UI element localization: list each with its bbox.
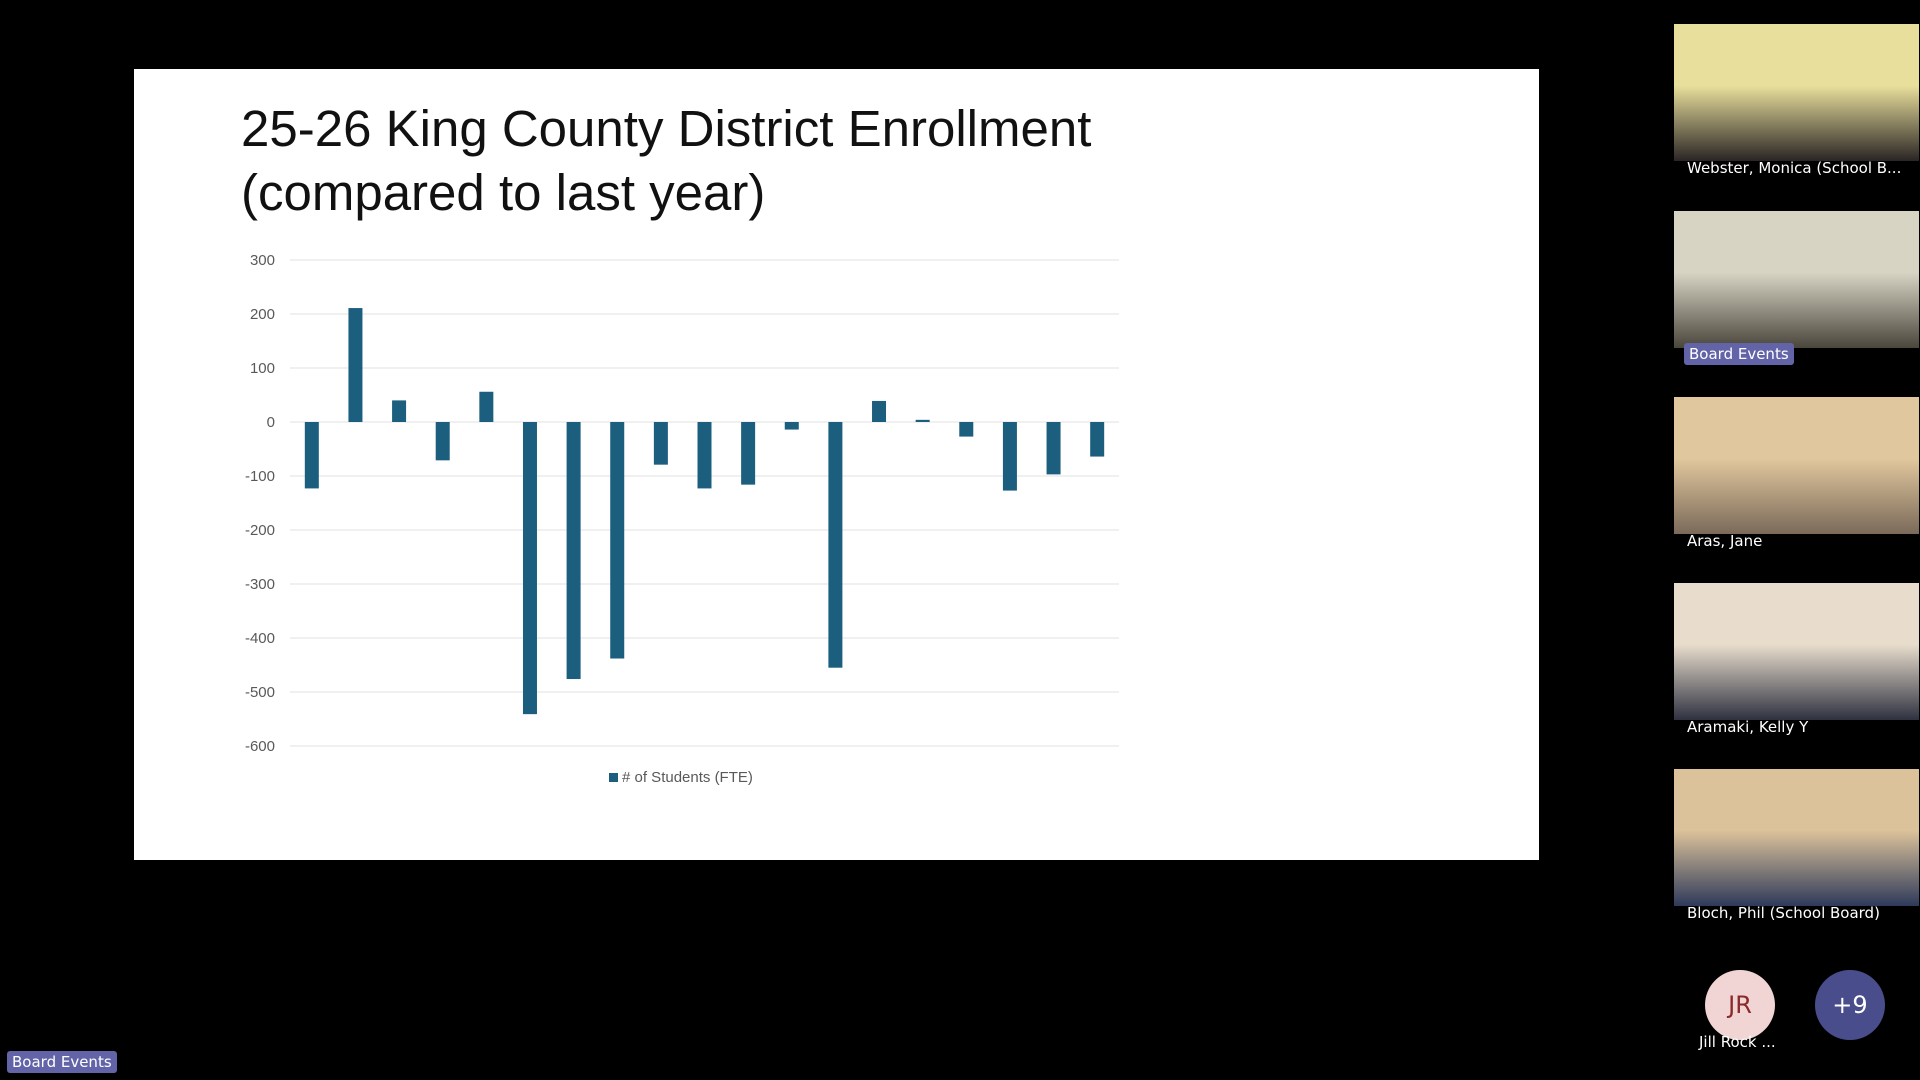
legend-label: # of Students (FTE) bbox=[622, 769, 753, 786]
y-tick-label: -400 bbox=[245, 630, 275, 647]
y-tick-label: -200 bbox=[245, 522, 275, 539]
bar bbox=[479, 391, 494, 422]
participant-video[interactable] bbox=[1674, 397, 1919, 534]
y-tick-label: 300 bbox=[250, 252, 275, 269]
bar bbox=[1090, 422, 1105, 457]
bar bbox=[784, 422, 799, 430]
y-tick-label: -300 bbox=[245, 576, 275, 593]
y-tick-label: 0 bbox=[267, 414, 275, 431]
bar bbox=[741, 422, 756, 485]
participant-name: Jill Rock ... bbox=[1699, 1033, 1776, 1051]
bar bbox=[1002, 422, 1017, 491]
slide-title: 25-26 King County District Enrollment (c… bbox=[241, 100, 1092, 221]
y-tick-label: -600 bbox=[245, 738, 275, 755]
bar bbox=[697, 422, 712, 489]
y-tick-label: 100 bbox=[250, 360, 275, 377]
participant-avatar[interactable]: JR bbox=[1705, 970, 1775, 1040]
bar bbox=[435, 422, 450, 461]
participant-video[interactable] bbox=[1674, 583, 1919, 720]
bar bbox=[392, 400, 407, 422]
bar bbox=[959, 422, 974, 437]
bar bbox=[304, 422, 319, 489]
bar bbox=[915, 419, 930, 422]
bar bbox=[348, 308, 363, 422]
participant-name: Webster, Monica (School B... bbox=[1687, 159, 1902, 177]
participant-video[interactable] bbox=[1674, 769, 1919, 906]
y-tick-label: -500 bbox=[245, 684, 275, 701]
bar bbox=[522, 422, 537, 715]
bar bbox=[872, 400, 887, 422]
participant-name: Bloch, Phil (School Board) bbox=[1687, 904, 1880, 922]
participant-video[interactable] bbox=[1674, 211, 1919, 348]
bar bbox=[653, 422, 668, 465]
presenter-badge: Board Events bbox=[7, 1051, 117, 1073]
bar bbox=[566, 422, 581, 680]
y-tick-label: 200 bbox=[250, 306, 275, 323]
bar bbox=[1046, 422, 1061, 475]
participant-video[interactable] bbox=[1674, 24, 1919, 161]
bar-chart: 300 200 100 0 -100 -200 -300 -400 -500 -600 # of S… bbox=[245, 252, 1119, 786]
participant-name: Aras, Jane bbox=[1687, 532, 1763, 550]
bar bbox=[828, 422, 843, 668]
y-tick-label: -100 bbox=[245, 468, 275, 485]
bar bbox=[610, 422, 625, 659]
shared-slide: 25-26 King County District Enrollment (c… bbox=[134, 69, 1539, 860]
legend-swatch bbox=[609, 773, 618, 782]
participant-name: Board Events bbox=[1684, 343, 1794, 365]
participant-name: Aramaki, Kelly Y bbox=[1687, 718, 1809, 736]
more-participants-button[interactable]: +9 bbox=[1815, 970, 1885, 1040]
